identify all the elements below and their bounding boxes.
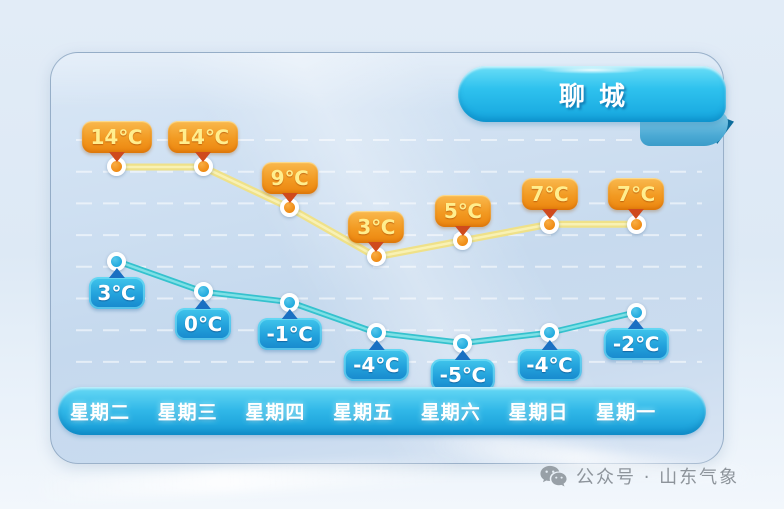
weekday-label: 星期日 [508,401,569,424]
weekday-label: 星期三 [157,401,218,424]
wechat-icon [540,465,567,488]
watermark-text: 公众号 · 山东气象 [576,467,740,488]
watermark: 公众号 · 山东气象 [540,463,739,489]
city-name: 聊城 [558,81,639,112]
weekday-label: 星期一 [596,401,657,424]
weekday-bar: 星期二 星期三 星期四 星期五 星期六 星期日 星期一 [58,387,706,435]
city-banner: 聊城 [458,66,726,122]
weekday-label: 星期五 [333,401,394,424]
weekday-label: 星期四 [245,401,306,424]
weekday-label: 星期二 [69,401,131,424]
weekday-label: 星期六 [420,401,481,424]
